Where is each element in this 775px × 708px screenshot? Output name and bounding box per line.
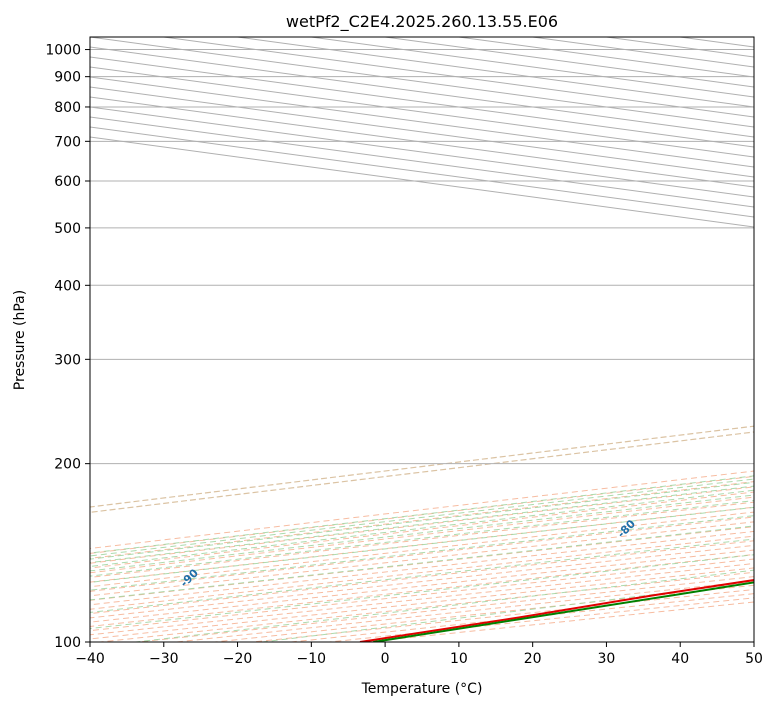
moist-adiabat (135, 569, 754, 642)
y-tick-label: 1000 (45, 43, 81, 59)
x-tick-label: 20 (524, 651, 542, 667)
dry-adiabat (214, 584, 754, 642)
dry-adiabat (90, 530, 754, 606)
x-tick-label: −40 (75, 651, 105, 667)
dry-adiabat (90, 563, 754, 636)
x-tick-label: −10 (297, 651, 327, 667)
dry-adiabat (90, 516, 754, 592)
x-tick-label: 40 (671, 651, 689, 667)
isotherm-gridline (385, 37, 754, 88)
x-tick-label: 50 (745, 651, 763, 667)
line-labels: -100-90-80-70-60-50-40-30-20-100.10.20.4… (178, 517, 639, 590)
isotherm-gridline (90, 136, 754, 228)
isotherm-gridline (90, 56, 754, 148)
x-tick-label: 0 (381, 651, 390, 667)
dry-adiabat (100, 571, 754, 642)
isotherm-gridline (90, 76, 754, 168)
y-tick-label: 700 (54, 134, 81, 150)
x-tick-label: 30 (598, 651, 616, 667)
chart-title: wetPf2_C2E4.2025.260.13.55.E06 (286, 12, 558, 32)
dry-adiabat (90, 535, 754, 610)
isotherm-gridline (311, 37, 754, 98)
y-tick-label: 300 (54, 352, 81, 368)
temperature-line (359, 579, 754, 642)
y-tick-label: 500 (54, 221, 81, 237)
isotherm-gridline (90, 86, 754, 178)
x-tick-label: −20 (223, 651, 253, 667)
dry-adiabat (329, 597, 754, 642)
y-axis-label: Pressure (hPa) (12, 290, 28, 390)
isotherm-gridline (90, 96, 754, 188)
plot-frame (89, 36, 755, 643)
background-lines (90, 37, 754, 642)
y-axis: 100 200 300 400 500 600 700 800 900 1000 (45, 43, 90, 651)
y-tick-label: 800 (54, 100, 81, 116)
dry-adiabat (90, 486, 754, 564)
x-tick-label: 10 (450, 651, 468, 667)
isotherm-gridline (680, 37, 754, 48)
y-tick-label: 900 (54, 70, 81, 86)
isotherm-gridline (606, 37, 754, 58)
dry-adiabat (90, 511, 754, 588)
dry-adiabat (90, 491, 754, 569)
x-axis-label: Temperature (°C) (361, 681, 483, 697)
dry-adiabat (90, 540, 754, 615)
dry-adiabat (90, 481, 754, 559)
isotherm-gridline (753, 37, 754, 38)
x-tick-label: −30 (149, 651, 179, 667)
isotherm-gridline (90, 106, 754, 198)
data-series (359, 579, 754, 642)
y-tick-label: 600 (54, 174, 81, 190)
isotherm-gridline (90, 66, 754, 158)
x-axis: −40 −30 −20 −10 0 10 20 30 40 50 (75, 642, 763, 667)
y-tick-label: 400 (54, 278, 81, 294)
isotherm-gridline (90, 126, 754, 218)
isotherm-gridline (90, 116, 754, 208)
y-tick-label: 200 (54, 457, 81, 473)
y-tick-label: 100 (54, 635, 81, 651)
